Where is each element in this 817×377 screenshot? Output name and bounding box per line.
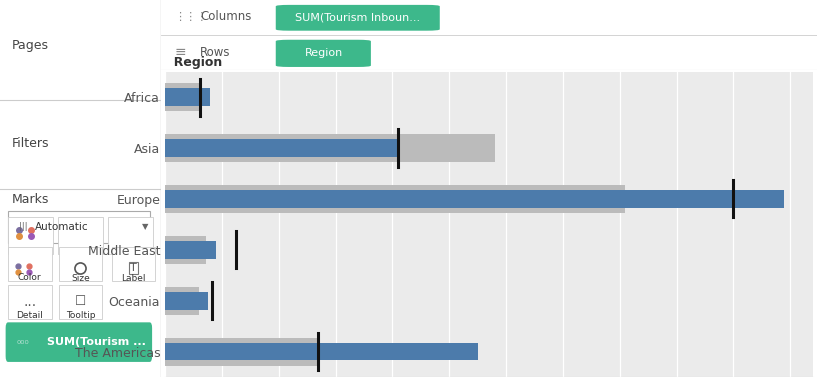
Bar xyxy=(165,241,217,259)
Bar xyxy=(165,139,398,157)
Bar xyxy=(165,83,200,111)
Bar xyxy=(165,287,199,315)
FancyBboxPatch shape xyxy=(108,217,153,254)
Text: Region: Region xyxy=(305,48,343,58)
FancyBboxPatch shape xyxy=(112,247,155,281)
Text: Filters: Filters xyxy=(11,137,49,150)
Text: |||: ||| xyxy=(20,222,28,231)
Bar xyxy=(165,88,211,106)
Text: Detail: Detail xyxy=(16,311,43,320)
Bar xyxy=(165,236,206,264)
Text: Tooltip: Tooltip xyxy=(65,311,96,320)
Text: Pages: Pages xyxy=(11,39,48,52)
Text: ⋮⋮⋮: ⋮⋮⋮ xyxy=(174,12,208,22)
Text: Rows: Rows xyxy=(200,46,231,59)
Text: Region: Region xyxy=(165,56,222,69)
Text: ☐: ☐ xyxy=(75,295,86,308)
Text: ▼: ▼ xyxy=(141,222,148,231)
Text: T: T xyxy=(130,263,137,273)
FancyBboxPatch shape xyxy=(59,247,102,281)
FancyBboxPatch shape xyxy=(59,285,102,319)
Text: SUM(Tourism Inboun...: SUM(Tourism Inboun... xyxy=(295,13,420,23)
Text: Color: Color xyxy=(18,273,42,282)
FancyBboxPatch shape xyxy=(58,217,103,254)
FancyBboxPatch shape xyxy=(276,5,440,31)
Bar xyxy=(165,185,625,213)
Bar xyxy=(165,343,478,360)
Text: ...: ... xyxy=(23,294,36,309)
FancyBboxPatch shape xyxy=(8,217,53,254)
Text: ≡: ≡ xyxy=(174,45,185,59)
Bar xyxy=(165,134,494,162)
Text: Size: Size xyxy=(71,274,90,283)
Text: Label: Label xyxy=(122,274,146,283)
FancyBboxPatch shape xyxy=(8,285,51,319)
FancyBboxPatch shape xyxy=(8,247,51,281)
FancyBboxPatch shape xyxy=(6,322,152,362)
Text: ooo: ooo xyxy=(16,339,29,345)
Text: Marks: Marks xyxy=(11,193,49,206)
Text: Automatic: Automatic xyxy=(35,222,89,232)
Text: Columns: Columns xyxy=(200,10,252,23)
Bar xyxy=(165,190,784,208)
FancyBboxPatch shape xyxy=(276,40,371,67)
Bar xyxy=(165,337,319,366)
Bar xyxy=(165,292,208,310)
FancyBboxPatch shape xyxy=(8,211,150,243)
Text: SUM(Tourism ...: SUM(Tourism ... xyxy=(47,337,146,347)
